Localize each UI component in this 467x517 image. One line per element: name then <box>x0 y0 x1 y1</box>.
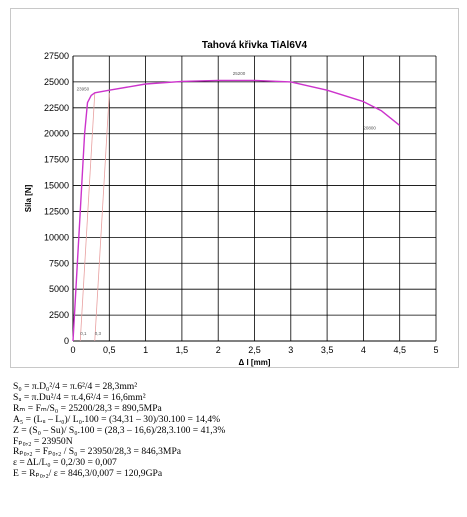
y-tick-label: 7500 <box>49 258 69 268</box>
y-tick-label: 10000 <box>44 232 69 242</box>
x-tick-label: 1,5 <box>176 345 189 355</box>
calc-line-epsilon: ε = ΔL/L₀ = 0,2/30 = 0,007 <box>13 457 117 469</box>
y-axis-title: Síla [N] <box>24 184 33 212</box>
calc-line-a5: A₅ = (Lᵤ – L₀)/ L₀.100 = (34,31 – 30)/30… <box>13 413 221 425</box>
y-tick-label: 15000 <box>44 181 69 191</box>
calc-line-z: Z = (S₀ – Su)/ S₀.100 = (28,3 – 16,6)/28… <box>13 424 226 436</box>
calc-line-fp02: Fₚ₀,₂ = 23950N <box>13 435 73 447</box>
x-tick-label: 0,5 <box>103 345 116 355</box>
y-tick-label: 22500 <box>44 103 69 113</box>
x-tick-label: 1 <box>143 345 148 355</box>
offset-line-1 <box>94 92 110 342</box>
y-tick-label: 5000 <box>49 284 69 294</box>
calc-line-s0: S₀ = π.D₀²/4 = π.6²/4 = 28,3mm² <box>13 381 138 392</box>
x-tick-label: 0 <box>70 345 75 355</box>
calculations-block: S₀ = π.D₀²/4 = π.6²/4 = 28,3mm² Sᵤ = π.D… <box>13 381 453 480</box>
tensile-curve-line <box>72 79 401 342</box>
x-tick-label: 3,5 <box>321 345 334 355</box>
calc-line-rp02: Rₚ₀,₂ = Fₚ₀,₂ / S₀ = 23950/28,3 = 846,3M… <box>13 446 182 458</box>
annotation-label: 25200 <box>233 71 246 76</box>
y-tick-label: 25000 <box>44 77 69 87</box>
y-tick-label: 12500 <box>44 206 69 216</box>
x-tick-label: 2 <box>216 345 221 355</box>
x-tick-label: 4,5 <box>393 345 406 355</box>
annotation-label: 23950 <box>77 87 90 92</box>
y-tick-label: 20000 <box>44 129 69 139</box>
offset-line-0 <box>79 92 96 342</box>
x-tick-label: 2,5 <box>248 345 261 355</box>
annotation-label: 0,3 <box>95 331 102 336</box>
y-tick-label: 0 <box>64 336 69 346</box>
y-tick-label: 2500 <box>49 310 69 320</box>
x-tick-label: 4 <box>361 345 366 355</box>
y-tick-label: 27500 <box>44 51 69 61</box>
x-tick-label: 3 <box>288 345 293 355</box>
chart-frame: Tahová křivka TiAl6V4 0 0,5 1 1,5 2 2,5 3 3,5 4 4,… <box>10 8 459 368</box>
annotation-label: 20800 <box>363 126 376 131</box>
calc-line-su: Sᵤ = π.Du²/4 = π.4,6²/4 = 16,6mm² <box>13 391 146 403</box>
calc-line-rm: Rₘ = Fₘ/S₀ = 25200/28,3 = 890,5MPa <box>13 402 162 414</box>
tensile-curve-chart: Tahová křivka TiAl6V4 0 0,5 1 1,5 2 2,5 3 3,5 4 4,… <box>24 40 439 367</box>
x-axis-title: Δ l [mm] <box>239 358 271 367</box>
x-tick-label: 5 <box>433 345 438 355</box>
y-tick-label: 17500 <box>44 155 69 165</box>
annotation-label: 0,1 <box>80 331 87 336</box>
calc-line-e: E = Rₚ₀,₂/ ε = 846,3/0,007 = 120,9GPa <box>13 468 163 480</box>
chart-title: Tahová křivka TiAl6V4 <box>202 40 308 51</box>
